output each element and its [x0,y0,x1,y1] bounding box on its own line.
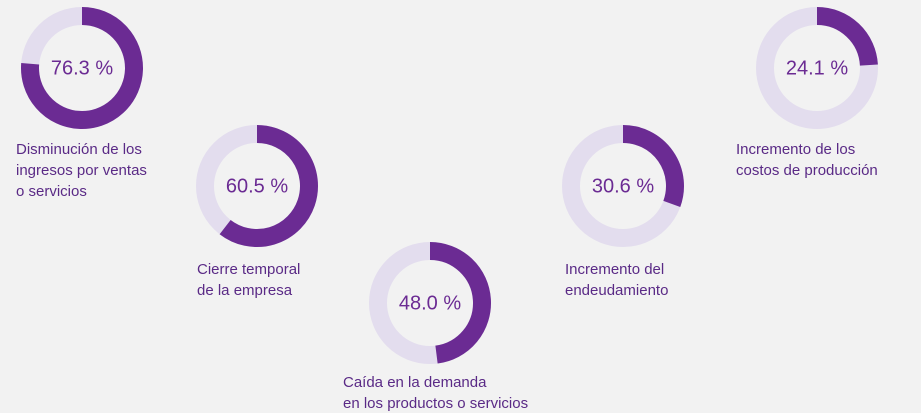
donut-arc [429,242,491,364]
donut-label: ingresos por ventas [16,162,147,179]
donut-label: endeudamiento [565,282,668,299]
donut-label: Incremento de los [736,141,855,158]
donut-arc [816,7,878,66]
donut-value: 76.3 % [51,57,113,79]
donut-label: Caída en la demanda [343,374,487,391]
donut-label: Cierre temporal [197,261,300,278]
donut-label: o servicios [16,183,87,200]
donut-arc [622,125,684,208]
donut-label: costos de producción [736,162,878,179]
donut-label: Incremento del [565,261,664,278]
donut-value: 24.1 % [786,57,848,79]
donut-value: 30.6 % [592,175,654,197]
donut-label: Disminución de los [16,141,142,158]
donut-value: 48.0 % [399,292,461,314]
donut-arc [21,7,143,129]
donut-label: de la empresa [197,282,293,299]
donut-value: 60.5 % [226,175,288,197]
donut-label: en los productos o servicios [343,395,528,412]
donut-arc [219,125,318,247]
